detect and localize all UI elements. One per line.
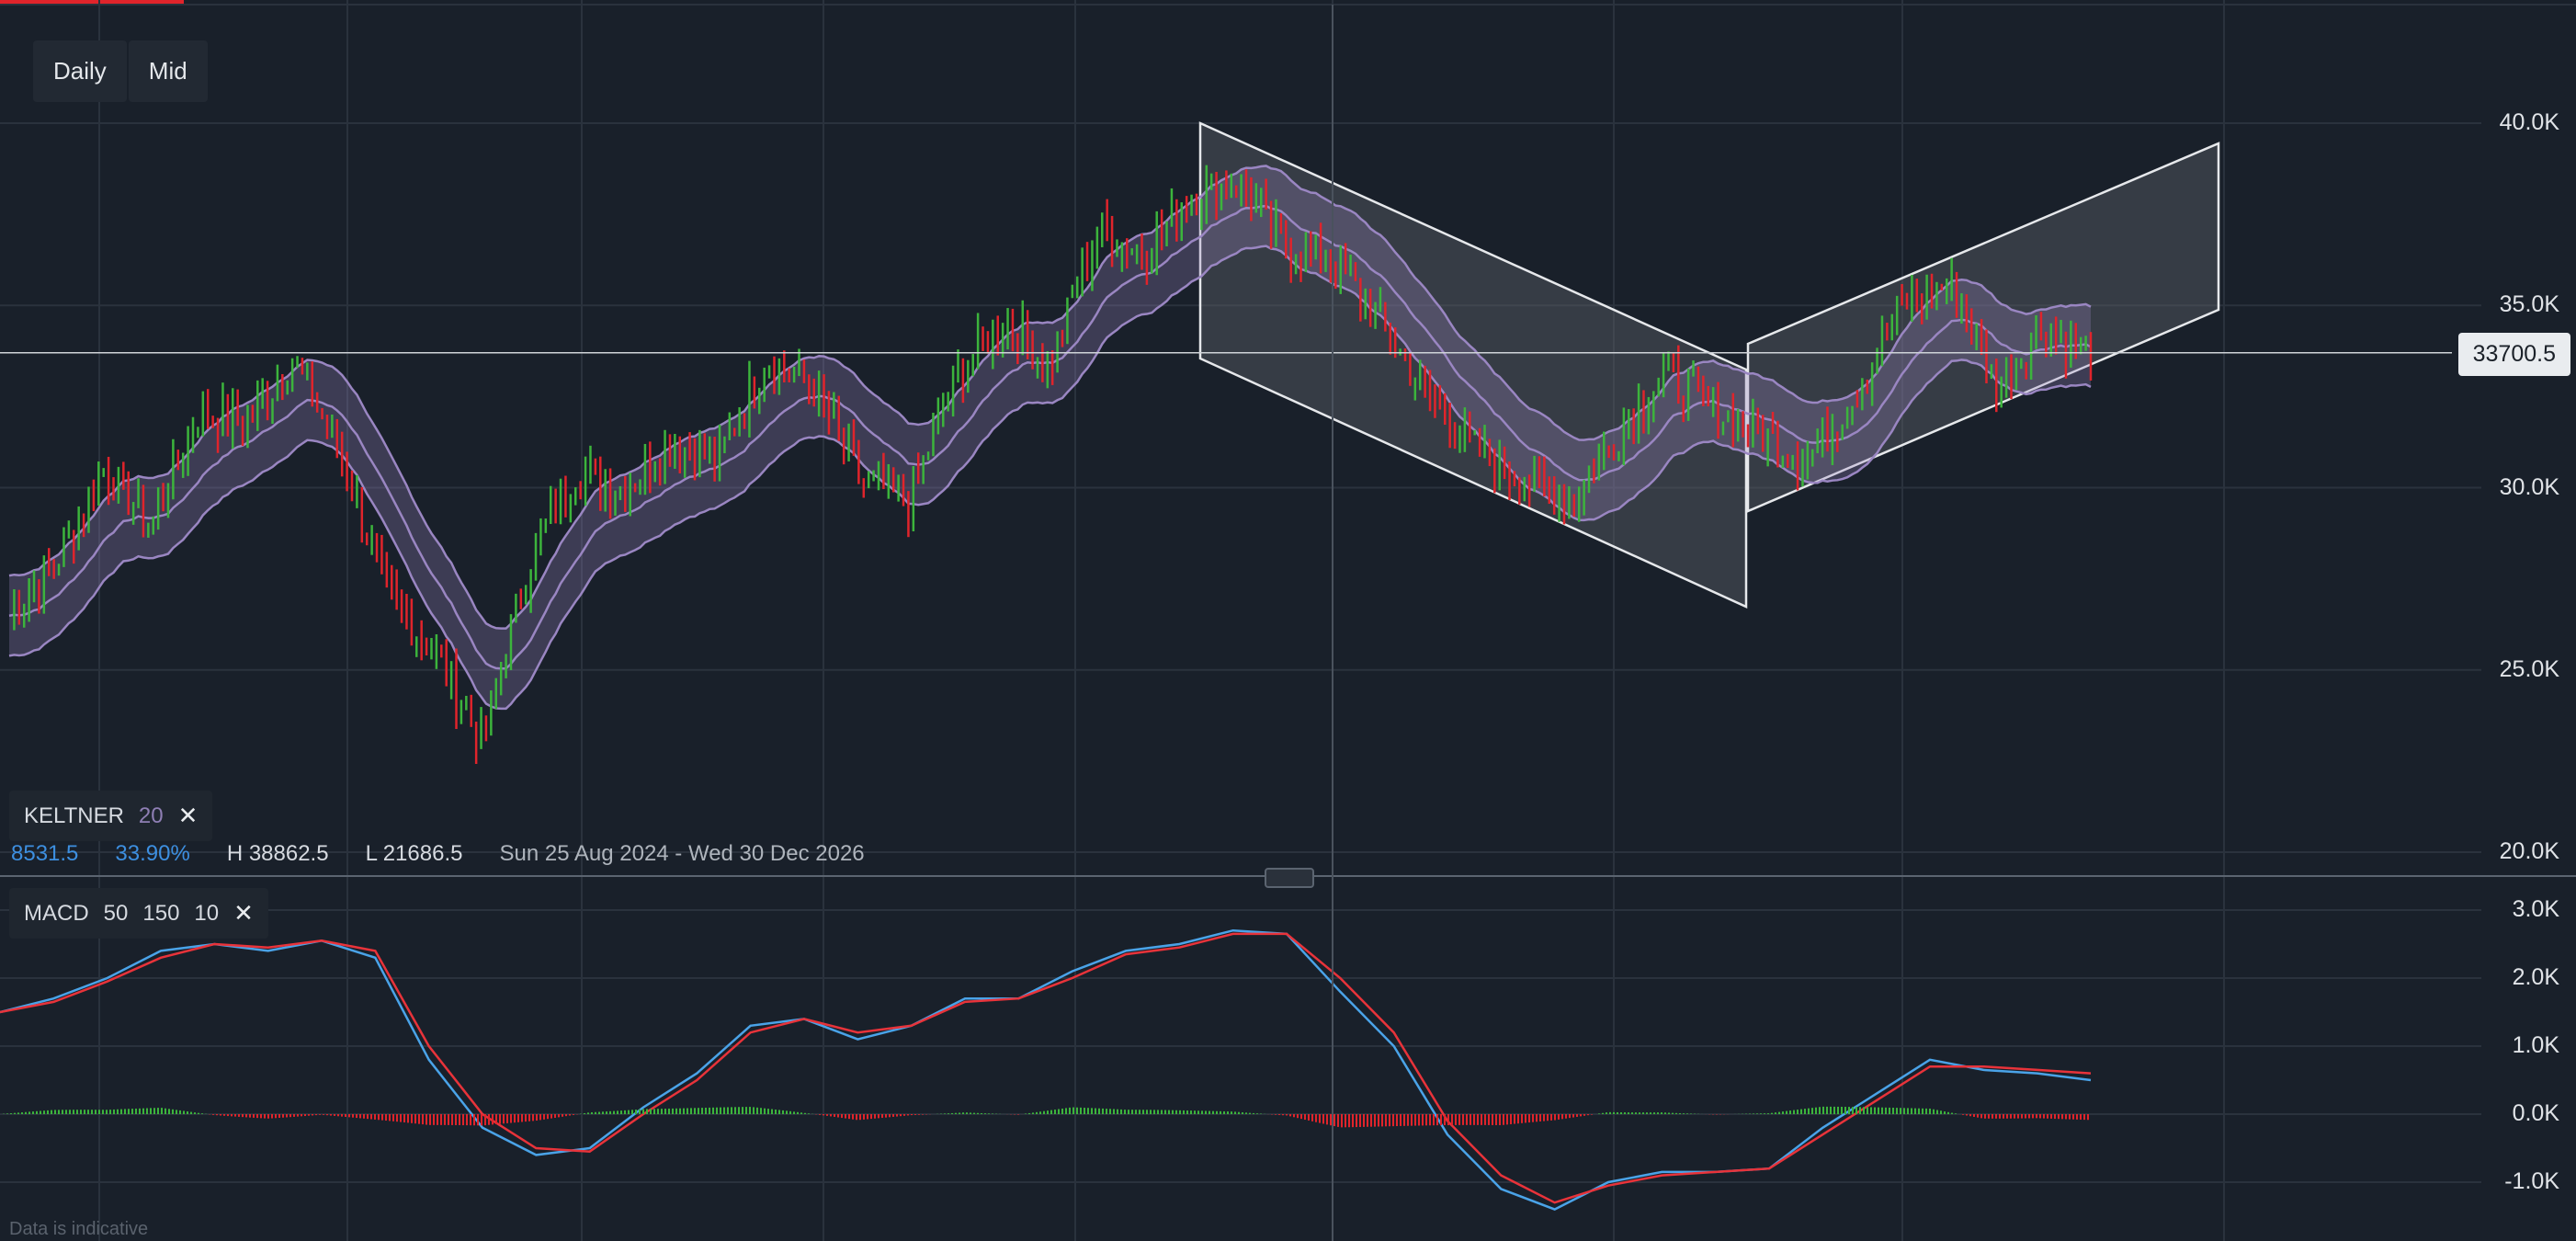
change-percent: 33.90% (115, 841, 190, 866)
keltner-label: KELTNER (24, 803, 124, 828)
keltner-legend: KELTNER 20 ✕ (9, 791, 213, 841)
keltner-upper (8, 165, 2092, 630)
footnote: Data is indicative (9, 1219, 149, 1239)
macd-line (0, 928, 2092, 1211)
macd-signal: 10 (194, 900, 220, 926)
candlesticks (13, 165, 2093, 764)
macd-slow: 150 (142, 900, 180, 926)
crosshair (0, 5, 2452, 1241)
change-value: 8531.5 (11, 841, 79, 866)
keltner-lower (8, 245, 2092, 711)
price-tick-label: 30.0K (2499, 473, 2559, 500)
close-icon[interactable]: ✕ (177, 802, 199, 829)
current-price-tag: 33700.5 (2457, 333, 2570, 376)
macd-fast: 50 (103, 900, 129, 926)
macd-label: MACD (24, 900, 89, 926)
macd-legend: MACD 50 150 10 ✕ (9, 888, 268, 939)
top-accent-bar (0, 0, 184, 5)
chart-toolbar: Daily Mid (33, 40, 208, 102)
macd-panel (0, 928, 2092, 1211)
price-tick-label: 25.0K (2499, 655, 2559, 682)
price-stats: 8531.5 33.90% H 38862.5 L 21686.5 Sun 25… (11, 841, 902, 867)
high-value: H 38862.5 (226, 841, 329, 866)
close-icon[interactable]: ✕ (233, 899, 254, 927)
price-tick-label: 20.0K (2499, 838, 2559, 864)
macd-tick-label: 0.0K (2512, 1100, 2559, 1126)
descending-channel (1198, 121, 1748, 609)
price-type-button[interactable]: Mid (128, 40, 208, 102)
keltner-band-fill (9, 165, 2091, 709)
macd-tick-label: 1.0K (2512, 1032, 2559, 1058)
price-tick-label: 35.0K (2499, 291, 2559, 318)
macd-tick-label: 2.0K (2512, 964, 2559, 990)
panel-resize-handle[interactable] (1265, 868, 1314, 888)
low-value: L 21686.5 (365, 841, 463, 866)
macd-tick-label: 3.0K (2512, 896, 2559, 922)
period-button[interactable]: Daily (33, 40, 127, 102)
keltner-period: 20 (138, 803, 164, 828)
date-range: Sun 25 Aug 2024 - Wed 30 Dec 2026 (499, 841, 865, 866)
macd-tick-label: -1.0K (2504, 1168, 2559, 1194)
signal-line (0, 932, 2092, 1204)
price-tick-label: 40.0K (2499, 109, 2559, 135)
